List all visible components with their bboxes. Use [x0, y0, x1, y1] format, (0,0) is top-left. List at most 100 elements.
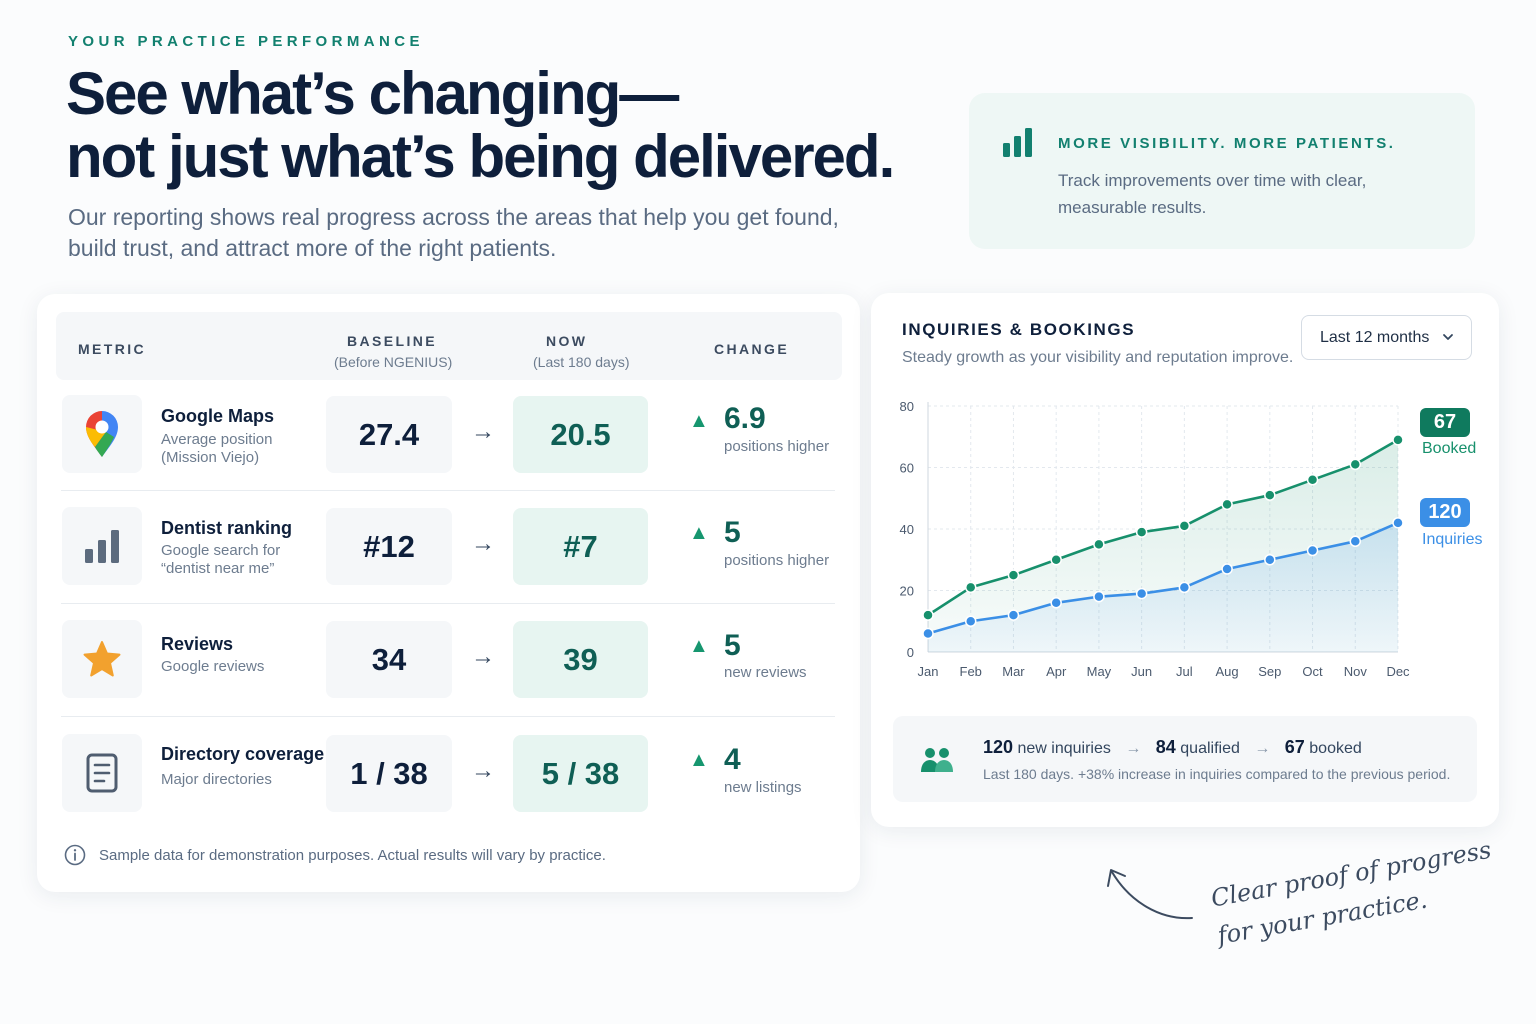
visibility-callout: MORE VISIBILITY. MORE PATIENTS. Track im…: [969, 93, 1475, 249]
metric-row-directory-coverage: Directory coverage Major directories 1 /…: [61, 727, 835, 839]
row-divider: [61, 603, 835, 604]
series-line-booked: [927, 438, 1399, 617]
column-baseline: BASELINE: [347, 333, 437, 349]
ranking-bars-icon: [62, 507, 142, 585]
booked-label: booked: [1309, 740, 1362, 757]
metric-row-google-maps: Google Maps Average position (Mission Vi…: [61, 388, 835, 500]
document-icon: [62, 734, 142, 812]
data-point-inquiries: [922, 627, 934, 640]
booked-end-badge: 67: [1420, 408, 1470, 437]
trend-up-icon: ▲: [689, 635, 709, 657]
chevron-down-icon: [1443, 334, 1453, 340]
data-point-inquiries: [1093, 590, 1105, 603]
inquiries-end-badge: 120: [1420, 498, 1470, 527]
x-tick-label: Aug: [1216, 664, 1239, 679]
column-baseline-sub: (Before NGENIUS): [334, 354, 453, 370]
x-tick-label: Feb: [960, 664, 982, 679]
inquiries-count: 120: [983, 737, 1014, 757]
map-pin-icon: [62, 395, 142, 473]
change-label: positions higher: [724, 552, 830, 569]
data-point-inquiries: [1306, 544, 1319, 557]
data-point-booked: [1392, 434, 1404, 446]
now-value: #7: [513, 508, 648, 585]
arrow-right-icon: →: [471, 757, 495, 784]
date-range-select[interactable]: Last 12 months: [1301, 315, 1472, 360]
series-line-inquiries: [927, 521, 1399, 635]
data-point-inquiries: [964, 615, 977, 627]
row-subtitle: Google search for “dentist near me”: [161, 542, 281, 577]
metrics-card: METRIC BASELINE (Before NGENIUS) NOW (La…: [37, 294, 860, 892]
now-value: 20.5: [513, 396, 648, 473]
column-change: CHANGE: [714, 341, 790, 357]
x-tick-label: May: [1087, 664, 1112, 679]
baseline-value: #12: [326, 508, 452, 585]
visibility-title: MORE VISIBILITY. MORE PATIENTS.: [1058, 135, 1396, 152]
change-value: 4: [724, 743, 741, 776]
disclaimer-footnote: Sample data for demonstration purposes. …: [64, 844, 606, 866]
info-icon: [64, 844, 86, 866]
y-tick-label: 40: [900, 522, 914, 537]
data-point-booked: [922, 609, 934, 621]
column-now-sub: (Last 180 days): [533, 354, 630, 370]
arrow-right-icon: →: [471, 418, 495, 445]
data-point-booked: [1349, 458, 1362, 471]
row-title: Google Maps: [161, 406, 275, 426]
headline-line-2: not just what’s being delivered.: [66, 123, 895, 190]
baseline-value: 34: [326, 621, 452, 698]
trend-up-icon: ▲: [689, 749, 709, 771]
chart-subtitle: Steady growth as your visibility and rep…: [902, 349, 1294, 366]
eyebrow-label: YOUR PRACTICE PERFORMANCE: [68, 33, 424, 50]
page-headline: See what’s changing— not just what’s bei…: [66, 62, 895, 190]
booked-count: 67: [1284, 737, 1305, 757]
funnel-note: Last 180 days. +38% increase in inquirie…: [983, 766, 1451, 782]
qualified-label: qualified: [1180, 740, 1240, 757]
page-subhead: Our reporting shows real progress across…: [68, 204, 839, 261]
booked-legend-label: Booked: [1422, 440, 1477, 457]
data-point-booked: [1306, 474, 1319, 486]
metric-row-dentist-ranking: Dentist ranking Google search for “denti…: [61, 500, 835, 612]
change-label: new listings: [724, 779, 802, 796]
change-value: 5: [724, 516, 741, 549]
row-subtitle: Major directories: [161, 771, 272, 788]
x-tick-label: Apr: [1046, 664, 1067, 679]
chart-title: INQUIRIES & BOOKINGS: [902, 320, 1136, 339]
y-tick-label: 60: [900, 461, 914, 476]
change-label: new reviews: [724, 664, 807, 681]
inquiries-chart-card: INQUIRIES & BOOKINGS Steady growth as yo…: [871, 293, 1499, 827]
column-now: NOW: [546, 333, 588, 349]
trend-up-icon: ▲: [689, 522, 709, 544]
x-tick-label: Dec: [1386, 664, 1410, 679]
x-tick-label: Mar: [1002, 664, 1025, 679]
data-point-inquiries: [1392, 517, 1404, 529]
change-label: positions higher: [724, 438, 830, 455]
arrow-right-icon: →: [1125, 740, 1142, 757]
arrow-right-icon: →: [471, 530, 495, 557]
curved-arrow-icon: [1107, 869, 1193, 920]
metric-row-reviews: Reviews Google reviews 34 → 39 ▲ 5 new r…: [61, 613, 835, 725]
date-range-value: Last 12 months: [1320, 328, 1430, 346]
arrow-right-icon: →: [471, 643, 495, 670]
funnel-summary: 120 new inquiries → 84 qualified → 67 bo…: [893, 716, 1477, 802]
line-chart: 0 20 40 60 80 Jan Feb Mar Apr May Jun Jul Aug Sep Oct N…: [900, 399, 1411, 679]
data-point-inquiries: [1221, 563, 1233, 575]
row-subtitle: Average position (Mission Viejo): [161, 431, 273, 466]
data-point-inquiries: [1264, 554, 1276, 566]
data-point-inquiries: [1007, 609, 1020, 621]
baseline-value: 1 / 38: [326, 735, 452, 812]
data-point-inquiries: [1178, 581, 1191, 594]
data-point-booked: [1178, 520, 1191, 532]
y-tick-label: 80: [900, 399, 914, 414]
y-tick-label: 0: [907, 645, 914, 660]
baseline-value: 27.4: [326, 396, 452, 473]
x-tick-label: Jan: [918, 664, 939, 679]
row-divider: [61, 490, 835, 491]
row-subtitle: Google reviews: [161, 658, 265, 675]
change-value: 5: [724, 629, 741, 662]
qualified-count: 84: [1155, 737, 1176, 757]
row-title: Reviews: [161, 634, 234, 654]
handwritten-annotation: Clear proof of progress for your practic…: [1208, 831, 1501, 955]
now-value: 5 / 38: [513, 735, 648, 812]
x-tick-label: Nov: [1344, 664, 1368, 679]
data-point-booked: [1007, 569, 1020, 581]
x-tick-label: Oct: [1302, 664, 1323, 679]
